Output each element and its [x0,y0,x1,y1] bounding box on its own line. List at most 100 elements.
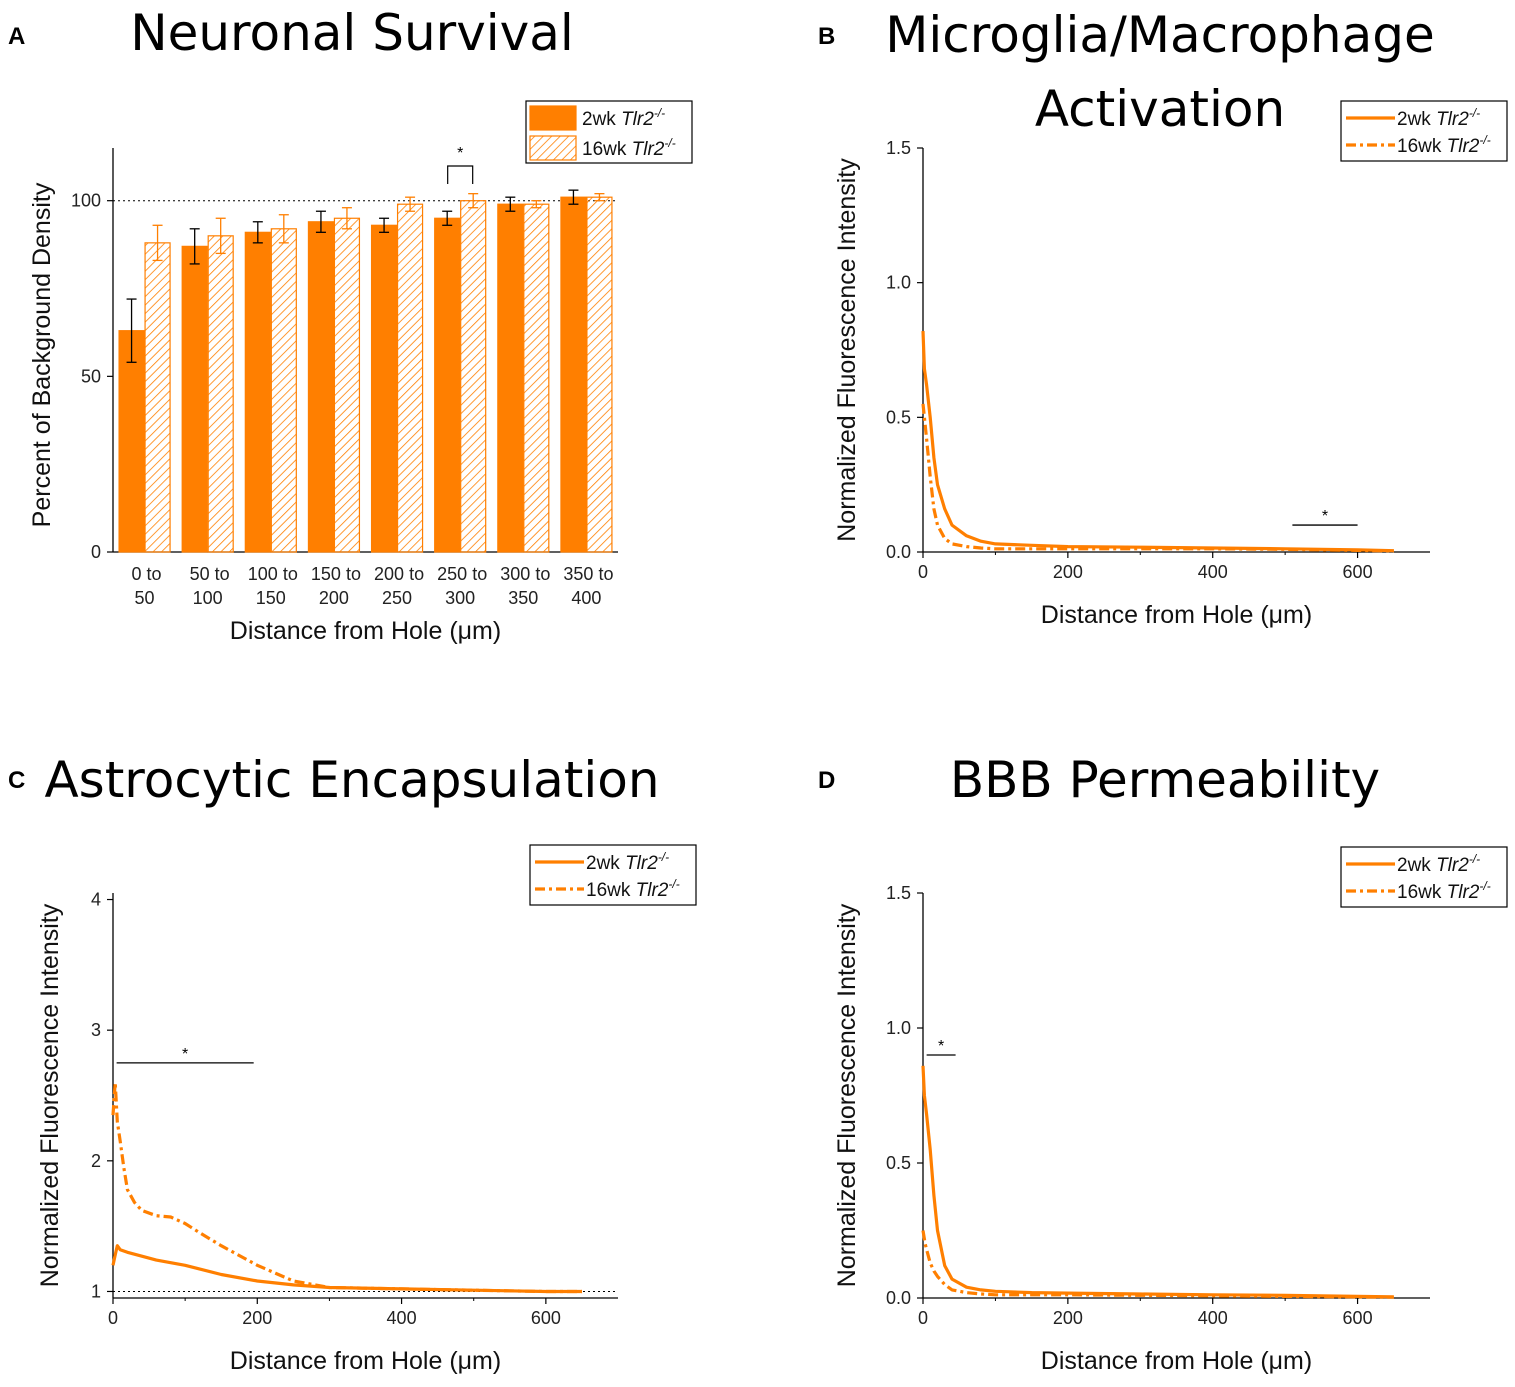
panel-letter-c: C [8,767,25,794]
y-axis-title: Normalized Fluorescence Intensity [36,903,64,1287]
series-line-16wk [111,1080,582,1294]
x-tick-label: 600 [1343,562,1373,582]
bar-16wk [396,203,424,553]
bar-16wk [270,228,297,553]
y-tick-label: 2 [91,1151,101,1171]
x-tick-label: 200 [1053,562,1083,582]
chart-title-b-line-2: Activation [1035,80,1285,138]
y-tick-label: 0.0 [886,542,911,562]
y-tick-label: 0.5 [886,1153,911,1173]
legend-label-16wk: 16wk Tlr2-/- [1397,879,1491,903]
x-tick-label: 200 [242,1308,272,1328]
x-tick-label: 0 [108,1308,118,1328]
significance-star: * [938,1038,944,1055]
series-line-2wk [111,1244,582,1294]
series-line-2wk [921,1065,1394,1299]
panel-letter-a: A [8,23,25,50]
y-tick-label: 0.0 [886,1288,911,1308]
x-tick-label: 0 to [132,564,162,584]
chart-title-a: Neuronal Survival [130,4,574,62]
y-axis-title: Normalized Fluorescence Intensity [833,158,861,542]
panel-d: D BBB Permeability 0.0 0.5 1.0 1.5 0 200 400 60… [818,751,1508,1375]
bar-2wk [307,221,335,553]
x-tick-label: 300 [445,588,475,608]
legend-box [1340,846,1508,908]
x-axis-title: Distance from Hole (μm) [230,1347,501,1375]
x-tick-label: 300 to [500,564,550,584]
legend-swatch-2wk [529,105,577,131]
panel-b: B Microglia/Macrophage Activation 0.0 0.5… [818,6,1508,629]
y-axis-title: Percent of Background Density [28,182,56,527]
legend-label-2wk: 2wk Tlr2-/- [586,850,669,874]
x-tick-label: 50 to [190,564,230,584]
y-tick-label: 100 [71,191,101,211]
series-line-2wk [921,331,1394,553]
legend-label-2wk: 2wk Tlr2-/- [1397,852,1480,876]
x-axis-title: Distance from Hole (μm) [1041,601,1312,629]
x-tick-label: 150 [256,588,286,608]
bar-2wk [181,245,208,553]
legend-label-16wk: 16wk Tlr2-/- [1397,133,1491,157]
bar-2wk [560,196,587,553]
chart-title-d: BBB Permeability [950,751,1380,809]
bar-2wk [370,224,398,553]
y-tick-label: 1.0 [886,1018,911,1038]
bar-16wk [460,200,487,553]
x-tick-label: 100 [193,588,223,608]
bar-16wk [144,242,171,553]
chart-title-c: Astrocytic Encapsulation [44,751,659,809]
bar-16wk [333,217,361,553]
x-tick-label: 400 [1198,1308,1228,1328]
chart-title-b-line-1: Microglia/Macrophage [885,6,1434,64]
x-tick-label: 200 [1053,1308,1083,1328]
legend-label-2wk: 2wk Tlr2-/- [582,106,665,130]
panel-c: C Astrocytic Encapsulation 1 2 3 4 0 200 400 60… [8,751,697,1375]
y-tick-label: 3 [91,1020,101,1040]
bar-16wk [586,196,613,553]
panel-letter-b: B [818,23,835,50]
line-chart-d: 0.0 0.5 1.0 1.5 0 200 400 600 * Distance from Hol… [833,846,1508,1375]
legend-label-2wk: 2wk Tlr2-/- [1397,106,1480,130]
x-tick-label: 250 to [437,564,487,584]
x-tick-label: 600 [531,1308,561,1328]
series-line-16wk [921,1230,1394,1299]
bar-16wk [207,235,234,553]
x-axis-title: Distance from Hole (μm) [1041,1347,1312,1375]
bar-2wk [497,203,524,553]
y-tick-label: 1.5 [886,138,911,158]
y-tick-label: 50 [81,366,101,386]
x-tick-label: 400 [571,588,601,608]
y-tick-label: 0.5 [886,407,911,427]
legend-box [1340,100,1508,162]
y-tick-label: 0 [91,542,101,562]
x-tick-label: 350 to [563,564,613,584]
significance-star: * [1322,508,1328,525]
x-tick-label: 400 [387,1308,417,1328]
panel-a: A Neuronal Survival 0 50 100 0 to 50 50 to 100… [8,4,693,645]
x-tick-label: 400 [1198,562,1228,582]
y-tick-label: 1.5 [886,883,911,903]
legend-box [529,844,697,906]
x-tick-label: 250 [382,588,412,608]
line-chart-c: 1 2 3 4 0 200 400 600 * Distance from Hole (μm) No… [36,844,697,1375]
significance-star: * [457,145,463,162]
y-tick-label: 1.0 [886,273,911,293]
x-tick-label: 100 to [248,564,298,584]
panel-letter-d: D [818,767,835,794]
bar-2wk [118,330,145,553]
y-axis-title: Normalized Fluorescence Intensity [833,903,861,1287]
significance-star: * [182,1046,188,1063]
x-tick-label: 600 [1343,1308,1373,1328]
x-tick-label: 200 [319,588,349,608]
x-tick-label: 150 to [311,564,361,584]
y-tick-label: 1 [91,1281,101,1301]
significance-bracket [447,165,474,184]
x-tick-label: 0 [918,562,928,582]
y-tick-label: 4 [91,890,101,910]
bar-2wk [434,217,461,553]
series-line-16wk [921,403,1394,553]
bar-2wk [244,231,271,553]
bar-chart-a: 0 50 100 0 to 50 50 to 100 100 to 150 150 to 200 20… [28,100,693,645]
x-axis-title: Distance from Hole (μm) [230,617,501,645]
